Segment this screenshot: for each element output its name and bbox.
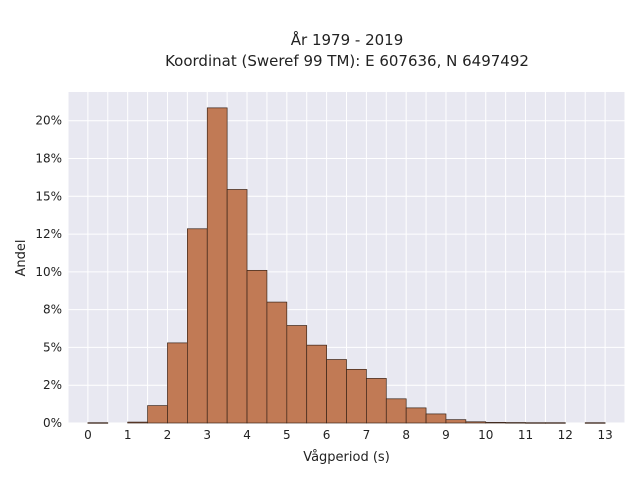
x-tick-label: 6 (323, 428, 331, 442)
histogram-bar (206, 107, 228, 424)
histogram-bar (505, 422, 526, 424)
x-tick-label: 12 (558, 428, 573, 442)
x-tick-label: 10 (478, 428, 493, 442)
histogram-bar (266, 301, 288, 424)
x-tick-label: 5 (283, 428, 291, 442)
chart-title-line-2: Koordinat (Sweref 99 TM): E 607636, N 64… (165, 52, 529, 70)
chart-title-line-1: År 1979 - 2019 (291, 30, 404, 49)
y-tick-label: 5% (43, 340, 62, 354)
histogram-bar (346, 368, 367, 424)
x-tick-label: 1 (124, 428, 132, 442)
y-tick-label: 20% (35, 114, 62, 128)
histogram-bar (246, 269, 268, 424)
histogram-bar (187, 228, 208, 424)
y-tick-label: 8% (43, 303, 62, 317)
y-tick-label: 15% (35, 189, 62, 203)
x-tick-label: 11 (518, 428, 533, 442)
y-tick-label: 12% (35, 227, 62, 241)
histogram-bar (525, 422, 546, 424)
y-tick-label: 18% (35, 152, 62, 166)
histogram-bar (425, 413, 447, 424)
histogram-bar (326, 359, 347, 424)
histogram-bar (545, 422, 566, 424)
histogram-bar (226, 189, 248, 424)
histogram-bar (465, 421, 487, 424)
x-tick-label: 8 (402, 428, 410, 442)
histogram-bar (87, 422, 109, 424)
x-tick-label: 4 (243, 428, 251, 442)
y-axis-label: Andel (14, 240, 29, 277)
x-tick-label: 9 (442, 428, 450, 442)
x-tick-label: 2 (164, 428, 172, 442)
y-tick-label: 10% (35, 265, 62, 279)
y-tick-label: 2% (43, 378, 62, 392)
histogram-bar (366, 378, 387, 424)
histogram-bar (485, 422, 506, 424)
histogram-bar (286, 325, 308, 424)
y-tick-label: 0% (43, 416, 62, 430)
histogram-bar (405, 407, 427, 424)
y-axis-ticks: 0% 2% 5% 8% 10% 12% 15% 18% 20% (35, 114, 62, 430)
histogram-bar (167, 342, 188, 424)
histogram-bar (306, 344, 327, 424)
x-tick-label: 0 (84, 428, 92, 442)
x-axis-ticks: 0 1 2 3 4 5 6 7 8 9 10 11 12 13 (84, 428, 613, 442)
histogram-bar (584, 422, 606, 424)
histogram-bar (385, 398, 407, 424)
histogram-bars (87, 107, 606, 424)
x-axis-label: Vågperiod (s) (303, 450, 390, 465)
histogram-bar (147, 405, 168, 424)
histogram-bar (127, 421, 148, 424)
x-tick-label: 3 (203, 428, 211, 442)
x-tick-label: 13 (597, 428, 612, 442)
x-tick-label: 7 (363, 428, 371, 442)
histogram-bar (445, 419, 467, 424)
